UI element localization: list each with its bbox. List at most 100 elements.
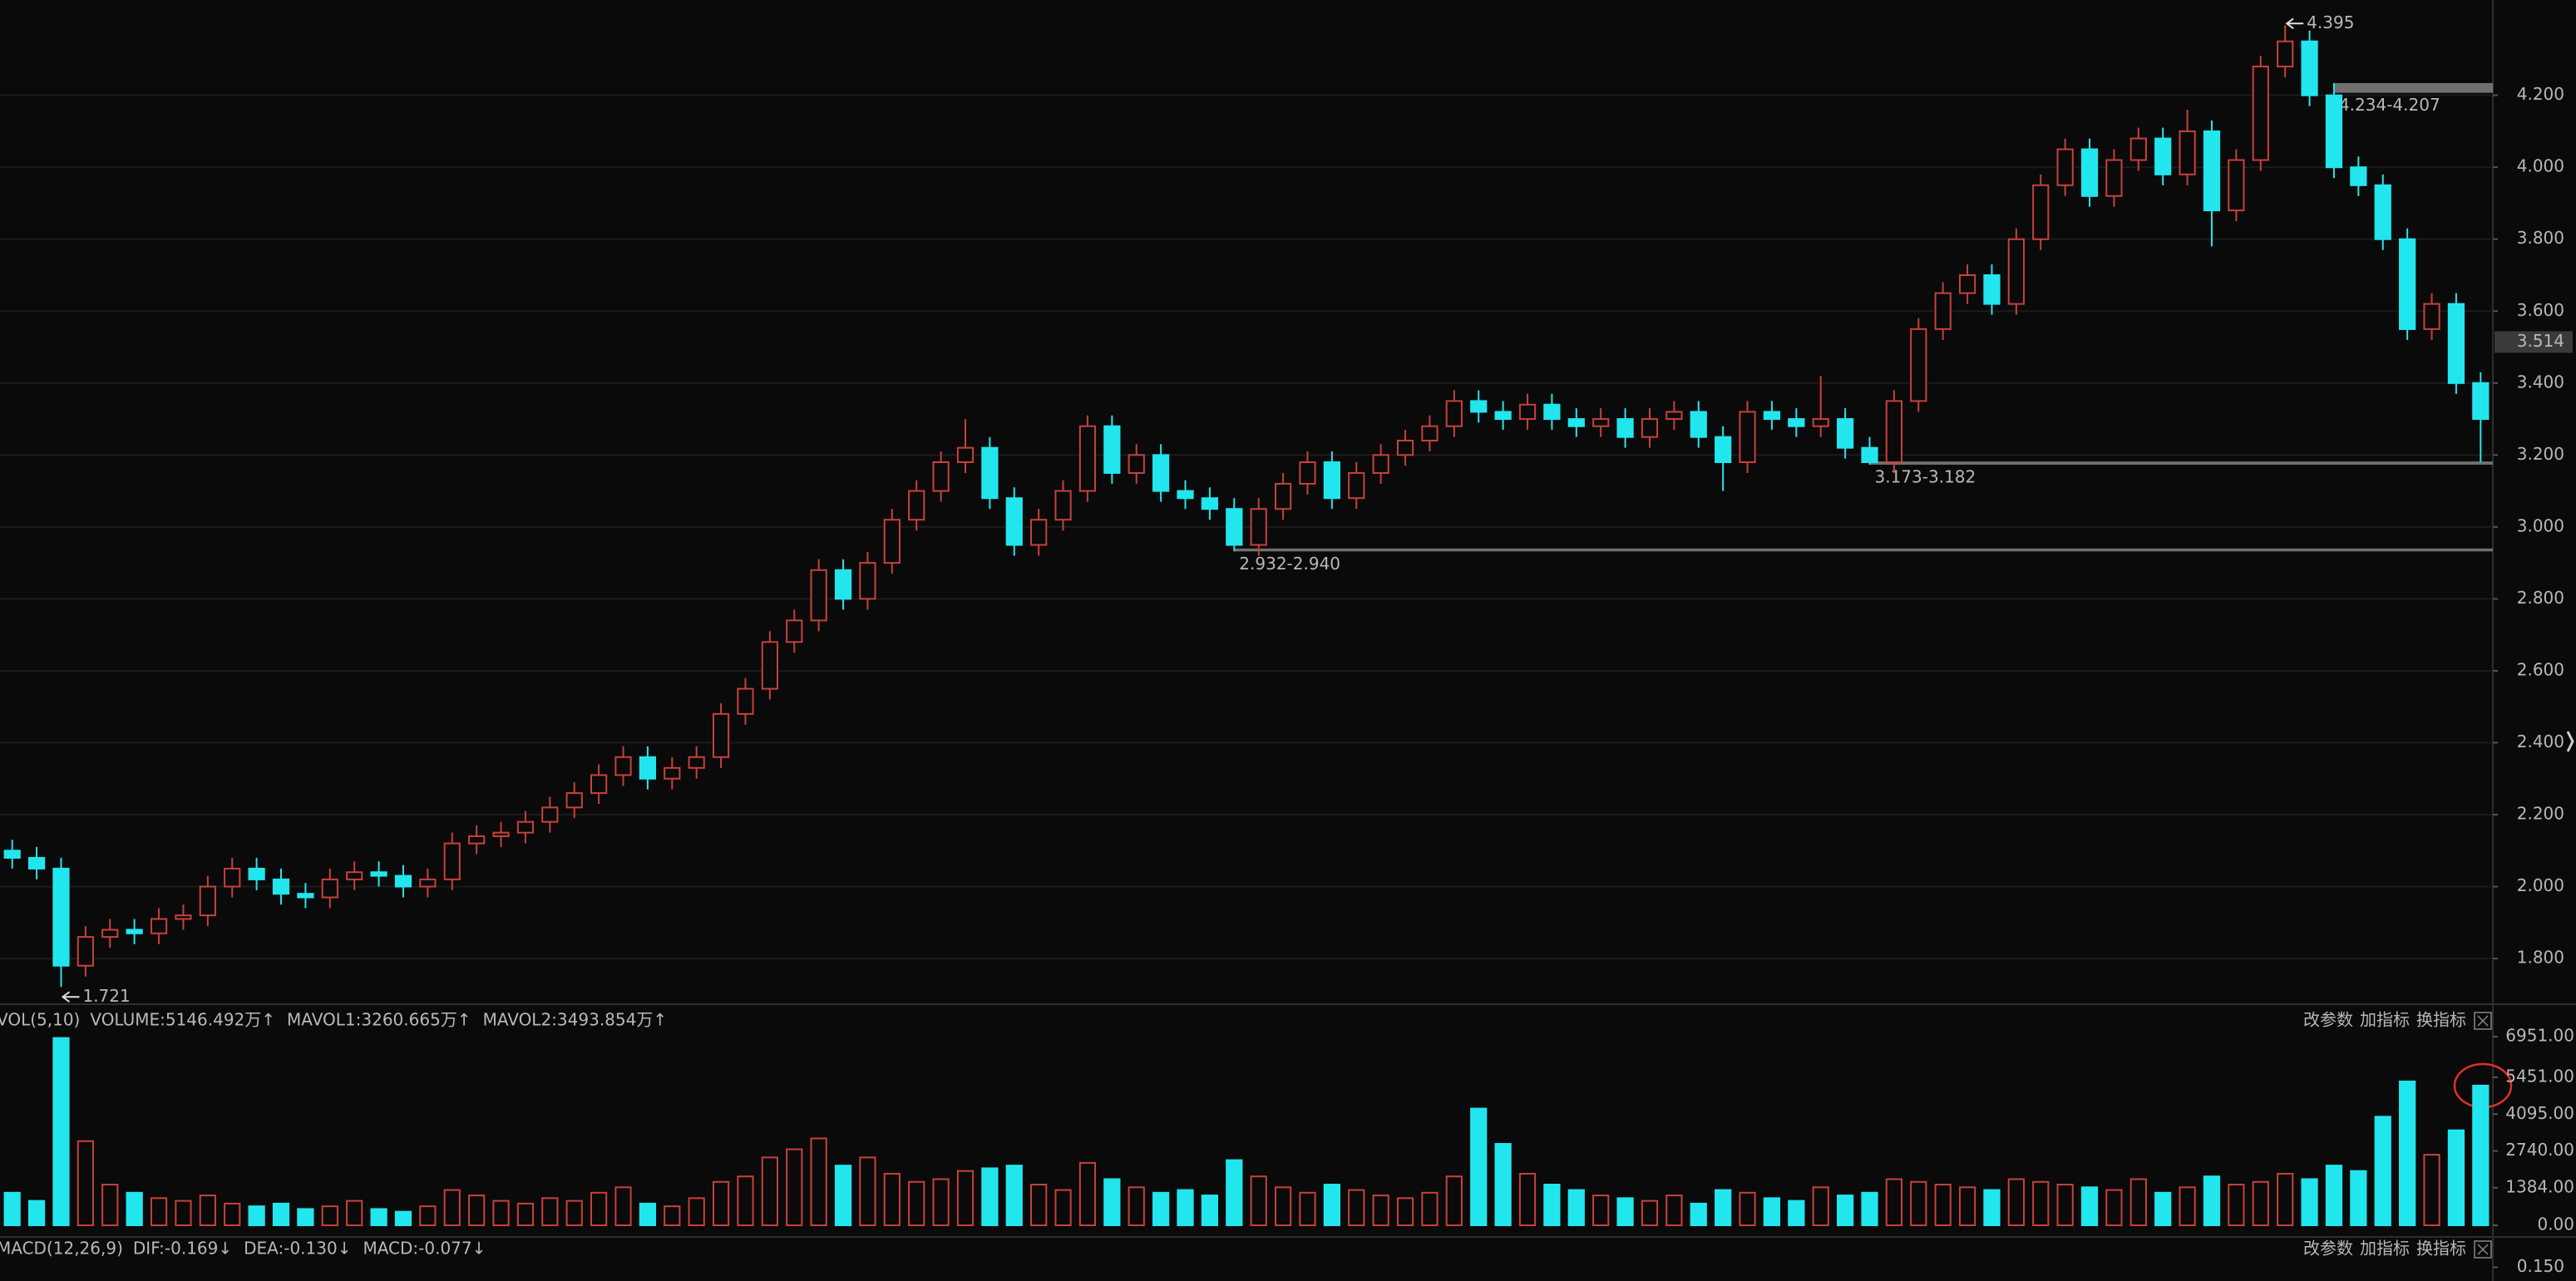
candle-body bbox=[1103, 425, 1121, 474]
volume-bar bbox=[175, 1200, 192, 1226]
volume-bar bbox=[1983, 1189, 2001, 1226]
volume-bar bbox=[2301, 1178, 2318, 1226]
candle-body bbox=[565, 792, 583, 809]
side-arrow bbox=[2566, 731, 2574, 752]
candle-body bbox=[126, 929, 143, 934]
y-tick-label: 2.600 bbox=[2517, 659, 2564, 679]
candle-body bbox=[2105, 159, 2123, 197]
candle-body bbox=[1543, 403, 1561, 421]
panel-button[interactable]: 换指标 bbox=[2416, 1010, 2466, 1030]
candle-body bbox=[761, 641, 778, 690]
volume-bar bbox=[468, 1195, 486, 1227]
volume-bar bbox=[1763, 1197, 1781, 1226]
candle-body bbox=[1030, 519, 1048, 546]
volume-bar bbox=[2350, 1170, 2367, 1227]
volume-bar bbox=[1910, 1180, 1927, 1227]
indicator-name: MACD(12,26,9) bbox=[0, 1239, 123, 1259]
y-tick-label: 2.800 bbox=[2517, 588, 2564, 608]
volume-bar bbox=[1030, 1184, 1048, 1227]
candle-body bbox=[27, 856, 46, 870]
volume-bar bbox=[810, 1137, 827, 1227]
volume-bar bbox=[2325, 1165, 2343, 1226]
y-tick-label: 2.400 bbox=[2517, 732, 2564, 751]
candle-body bbox=[2228, 159, 2245, 212]
candle-body bbox=[2154, 137, 2172, 175]
current-price-box bbox=[2495, 331, 2573, 353]
candle-body bbox=[2252, 66, 2269, 161]
candle-body bbox=[492, 831, 510, 837]
candle-body bbox=[443, 842, 461, 880]
candle-body bbox=[297, 893, 314, 899]
candle-body bbox=[2399, 238, 2416, 330]
candle-body bbox=[2472, 382, 2490, 421]
candle-body bbox=[370, 871, 387, 877]
y-tick-label: 2.000 bbox=[2517, 875, 2564, 895]
indicator-name: VOL(5,10) bbox=[0, 1010, 80, 1030]
volume-bar bbox=[346, 1200, 363, 1226]
candle-body bbox=[175, 914, 192, 920]
volume-bar bbox=[1323, 1184, 1340, 1227]
y-tick-label: 5451.00 bbox=[2505, 1066, 2574, 1086]
volume-bar bbox=[27, 1200, 46, 1226]
volume-bar bbox=[199, 1195, 216, 1227]
volume-bar bbox=[1445, 1175, 1463, 1226]
volume-bar bbox=[419, 1205, 437, 1227]
candle-body bbox=[2350, 166, 2367, 186]
candle-body bbox=[321, 878, 338, 899]
volume-bar bbox=[1616, 1197, 1634, 1226]
candle-body bbox=[1861, 446, 1878, 463]
volume-bar bbox=[126, 1191, 143, 1227]
volume-bar bbox=[1396, 1197, 1414, 1226]
volume-bar bbox=[1885, 1178, 1903, 1226]
candle-body bbox=[688, 756, 705, 769]
volume-bar bbox=[1250, 1175, 1267, 1226]
candle-body bbox=[1958, 273, 1976, 294]
close-button[interactable] bbox=[2474, 1012, 2492, 1030]
volume-bar bbox=[394, 1210, 412, 1226]
volume-bar bbox=[1958, 1186, 1976, 1226]
panel-button[interactable]: 加指标 bbox=[2360, 1239, 2410, 1259]
panel-button[interactable]: 加指标 bbox=[2360, 1010, 2410, 1030]
close-button[interactable] bbox=[2474, 1240, 2492, 1259]
volume-bar bbox=[1592, 1195, 1610, 1227]
volume-bar bbox=[101, 1184, 119, 1227]
candle-body bbox=[1666, 411, 1683, 421]
y-tick-label: 1.800 bbox=[2517, 948, 2564, 968]
volume-bar bbox=[1152, 1191, 1170, 1227]
candle-body bbox=[834, 569, 852, 600]
candle-body bbox=[1788, 418, 1805, 427]
candle-body bbox=[150, 918, 168, 934]
candle-body bbox=[712, 712, 730, 758]
candle-body bbox=[3, 850, 21, 859]
volume-bar bbox=[834, 1165, 852, 1226]
candle-body bbox=[2032, 184, 2050, 240]
panel-button[interactable]: 换指标 bbox=[2416, 1239, 2466, 1259]
candle-body bbox=[2203, 130, 2221, 212]
candle-body bbox=[1323, 461, 1340, 500]
volume-bar bbox=[52, 1037, 70, 1227]
y-tick-label: 0.00 bbox=[2537, 1214, 2574, 1234]
panel-button[interactable]: 改参数 bbox=[2303, 1010, 2353, 1030]
volume-bar bbox=[1739, 1191, 1756, 1227]
volume-bar bbox=[1666, 1195, 1683, 1227]
candle-body bbox=[1616, 418, 1634, 438]
candle-body bbox=[1201, 497, 1219, 510]
candle-body bbox=[2325, 94, 2343, 169]
volume-bar bbox=[2277, 1172, 2294, 1227]
volume-bar bbox=[1861, 1191, 1878, 1227]
volume-bar bbox=[541, 1197, 559, 1226]
candle-body bbox=[1177, 490, 1194, 500]
volume-bar bbox=[761, 1156, 778, 1226]
volume-bar bbox=[1641, 1200, 1659, 1226]
volume-bar bbox=[2154, 1191, 2172, 1227]
candle-body bbox=[1128, 454, 1145, 474]
candle-body bbox=[1641, 418, 1659, 438]
y-tick-label: 0.150 bbox=[2517, 1256, 2564, 1276]
volume-bar bbox=[1128, 1186, 1145, 1226]
panel-button[interactable]: 改参数 bbox=[2303, 1239, 2353, 1259]
point-arrow bbox=[61, 991, 80, 1003]
range-label: 4.234-4.207 bbox=[2339, 95, 2440, 115]
point-label: 1.721 bbox=[82, 986, 130, 1006]
candle-body bbox=[1983, 273, 2001, 305]
